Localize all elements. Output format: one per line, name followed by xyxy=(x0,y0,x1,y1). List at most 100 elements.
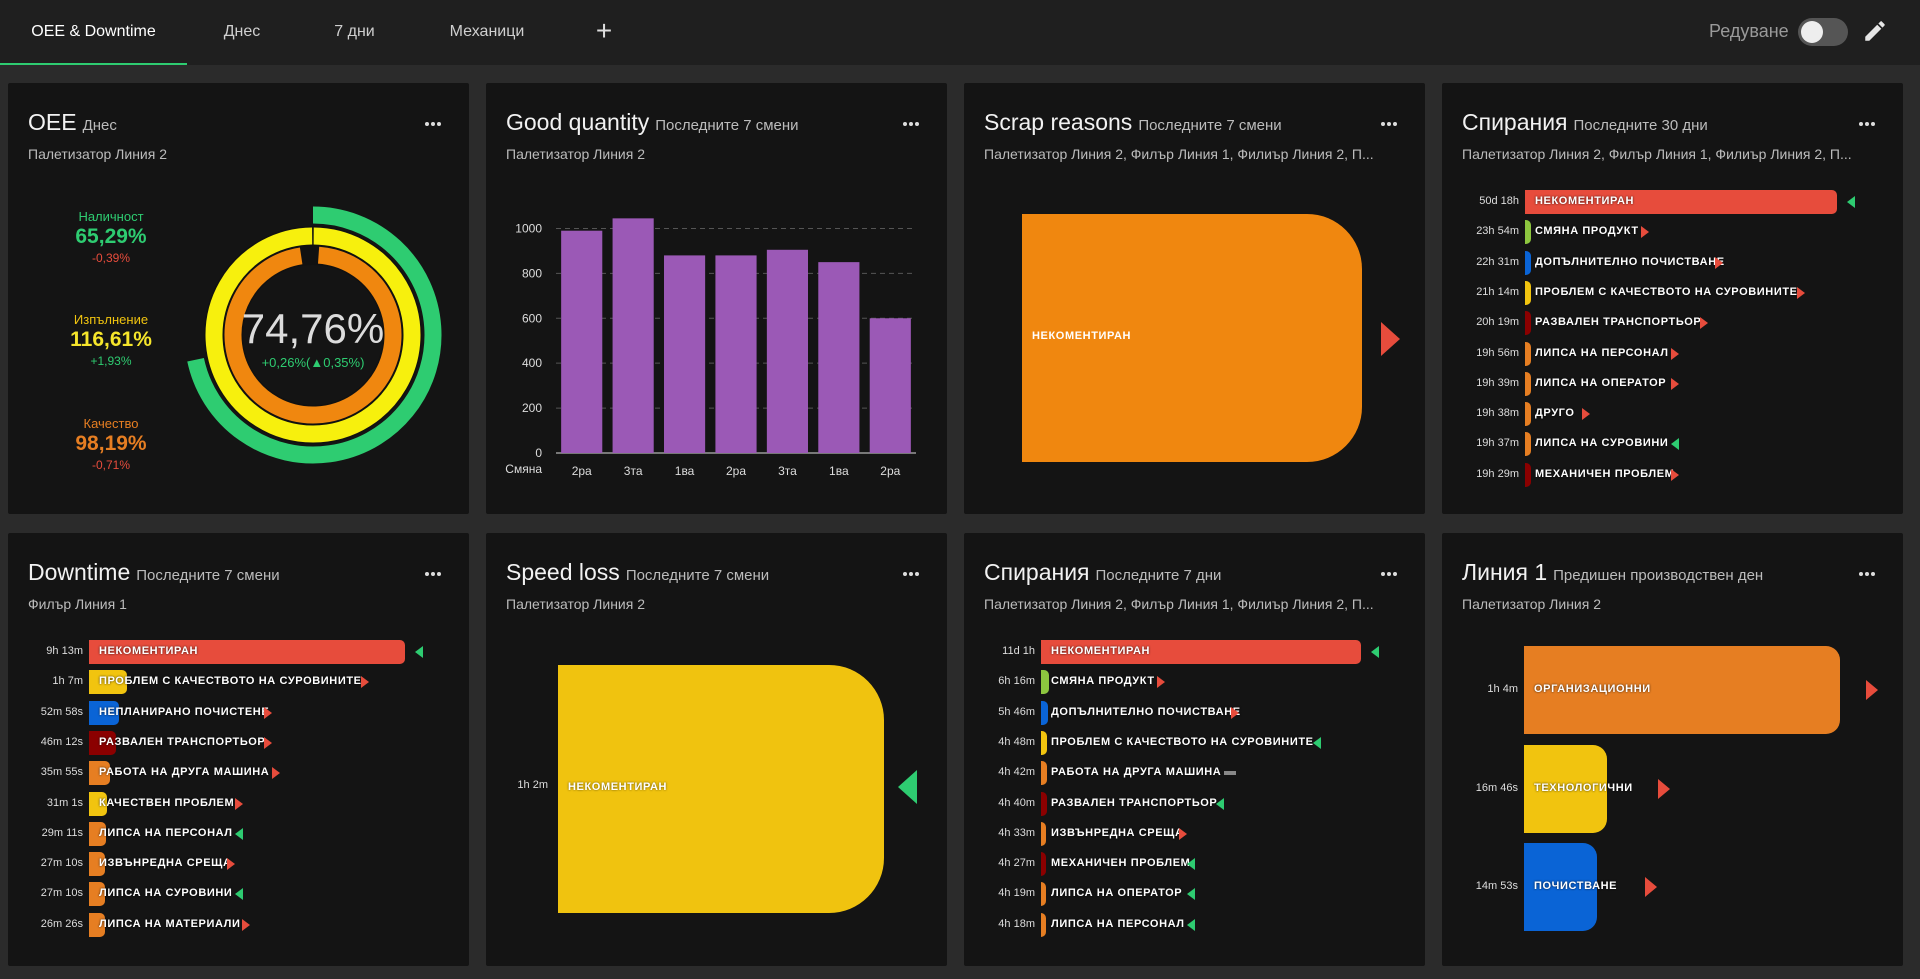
card-title: Scrap reasons Последните 7 смени xyxy=(984,109,1282,136)
duration-value: 1h 7m xyxy=(52,675,83,688)
list-item[interactable]: 4h 19m ЛИПСА НА ОПЕРАТОР xyxy=(964,882,1425,907)
list-item[interactable]: 11d 1h НЕКОМЕНТИРАН xyxy=(964,640,1425,664)
list-item[interactable]: 19h 56m ЛИПСА НА ПЕРСОНАЛ xyxy=(1442,341,1903,366)
list-item[interactable]: 20h 19m РАЗВАЛЕН ТРАНСПОРТЬОР xyxy=(1442,311,1903,336)
list-item[interactable]: 52m 58s НЕПЛАНИРАНО ПОЧИСТЕНЕ xyxy=(8,700,469,725)
bar[interactable] xyxy=(869,318,911,453)
good-quantity-bar-chart: 0 200 400 600 800 1000 2ра 3та 1ва 2ра 3та 1ва 2ра См… xyxy=(505,218,916,478)
list-item[interactable]: 14m 53s ПОЧИСТВАНЕ xyxy=(1442,843,1903,931)
list-item[interactable]: 4h 18m ЛИПСА НА ПЕРСОНАЛ xyxy=(964,912,1425,937)
trend-up-icon xyxy=(1866,680,1878,700)
trend-up-icon xyxy=(1700,317,1709,330)
more-menu-icon[interactable] xyxy=(1859,113,1881,126)
card-period: Последните 7 смени xyxy=(655,117,799,134)
tab-7-days[interactable]: 7 дни xyxy=(297,0,412,65)
reason-label: КАЧЕСТВЕН ПРОБЛЕМ xyxy=(99,796,235,809)
more-menu-icon[interactable] xyxy=(1381,563,1403,576)
duration-bar xyxy=(1041,882,1047,907)
duration-bar xyxy=(1041,852,1047,877)
list-item[interactable]: 35m 55s РАБОТА НА ДРУГА МАШИНА xyxy=(8,761,469,786)
list-item[interactable]: 21h 14m ПРОБЛЕМ С КАЧЕСТВОТО НА СУРОВИНИТ… xyxy=(1442,280,1903,305)
list-item[interactable]: 19h 29m МЕХАНИЧЕН ПРОБЛЕМ xyxy=(1442,462,1903,487)
list-item[interactable]: 1h 7m ПРОБЛЕМ С КАЧЕСТВОТО НА СУРОВИНИТЕ xyxy=(8,670,469,695)
list-item[interactable]: 27m 10s ИЗВЪНРЕДНА СРЕЩА xyxy=(8,852,469,877)
reason-label: ТЕХНОЛОГИЧНИ xyxy=(1534,781,1633,794)
card-title-text: OEE xyxy=(28,109,77,135)
list-item[interactable]: 16m 46s ТЕХНОЛОГИЧНИ xyxy=(1442,744,1903,833)
trend-up-icon xyxy=(1670,468,1679,481)
performance-ring-fill xyxy=(205,227,421,443)
card-title-text: Спирания xyxy=(984,559,1090,585)
duration-bar xyxy=(89,821,106,846)
bar[interactable] xyxy=(664,255,706,453)
bar[interactable] xyxy=(612,218,654,453)
trend-down-icon xyxy=(1670,438,1679,451)
list-item[interactable]: 19h 37m ЛИПСА НА СУРОВИНИ xyxy=(1442,432,1903,457)
tab-oee-downtime[interactable]: OEE & Downtime xyxy=(0,0,187,65)
list-item[interactable]: 4h 42m РАБОТА НА ДРУГА МАШИНА xyxy=(964,761,1425,786)
list-item[interactable]: 29m 11s ЛИПСА НА ПЕРСОНАЛ xyxy=(8,821,469,846)
list-item[interactable]: 6h 16m СМЯНА ПРОДУКТ xyxy=(964,670,1425,695)
bar[interactable] xyxy=(715,255,757,453)
duration-value: 19h 56m xyxy=(1476,346,1519,359)
add-tab-icon[interactable]: + xyxy=(595,15,613,46)
reason-label: ИЗВЪНРЕДНА СРЕЩА xyxy=(1051,826,1184,839)
scrap-bar[interactable]: НЕКОМЕНТИРАН xyxy=(1022,214,1362,462)
bar[interactable] xyxy=(766,249,808,453)
list-item[interactable]: 19h 38m ДРУГО xyxy=(1442,402,1903,427)
list-item[interactable]: 5h 46m ДОПЪЛНИТЕЛНО ПОЧИСТВАНЕ xyxy=(964,700,1425,725)
more-menu-icon[interactable] xyxy=(903,563,925,576)
scrap-reasons-card: Scrap reasons Последните 7 смени Палетиза… xyxy=(964,83,1425,514)
list-item[interactable]: 19h 39m ЛИПСА НА ОПЕРАТОР xyxy=(1442,371,1903,396)
trend-down-icon xyxy=(1186,918,1195,931)
reason-label: ДОПЪЛНИТЕЛНО ПОЧИСТВАНЕ xyxy=(1051,705,1241,718)
more-menu-icon[interactable] xyxy=(903,113,925,126)
list-item[interactable]: 22h 31m ДОПЪЛНИТЕЛНО ПОЧИСТВАНЕ xyxy=(1442,250,1903,275)
duration-value: 21h 14m xyxy=(1476,285,1519,298)
list-item[interactable]: 4h 27m МЕХАНИЧЕН ПРОБЛЕМ xyxy=(964,852,1425,877)
list-item[interactable]: 1h 4m ОРГАНИЗАЦИОННИ xyxy=(1442,646,1903,734)
list-item[interactable]: 4h 33m ИЗВЪНРЕДНА СРЕЩА xyxy=(964,821,1425,846)
more-menu-icon[interactable] xyxy=(425,563,447,576)
tab-label: OEE & Downtime xyxy=(31,23,156,40)
speed-loss-bar[interactable]: НЕКОМЕНТИРАН xyxy=(558,665,884,913)
quality-change: -0,71% xyxy=(91,458,131,472)
edit-mode-toggle[interactable] xyxy=(1798,18,1848,46)
bar[interactable] xyxy=(818,262,860,453)
list-item[interactable]: 9h 13m НЕКОМЕНТИРАН xyxy=(8,640,469,664)
availability-value: 65,29% xyxy=(75,225,147,248)
reason-label: РАЗВАЛЕН ТРАНСПОРТЬОР xyxy=(1051,796,1218,809)
tab-mechanics[interactable]: Механици xyxy=(412,0,562,65)
trend-up-icon xyxy=(242,918,251,931)
trend-down-icon xyxy=(234,888,243,901)
tab-today[interactable]: Днес xyxy=(187,0,297,65)
duration-bar xyxy=(89,791,107,816)
list-item[interactable]: 23h 54m СМЯНА ПРОДУКТ xyxy=(1442,220,1903,245)
bar[interactable] xyxy=(561,230,603,453)
list-item[interactable]: 50d 18h НЕКОМЕНТИРАН xyxy=(1442,190,1903,214)
list-item[interactable]: 26m 26s ЛИПСА НА МАТЕРИАЛИ xyxy=(8,912,469,937)
reason-label: МЕХАНИЧЕН ПРОБЛЕМ xyxy=(1051,857,1191,870)
list-item[interactable]: 4h 40m РАЗВАЛЕН ТРАНСПОРТЬОР xyxy=(964,791,1425,816)
performance-label: Изпълнение xyxy=(73,312,149,327)
reason-label: ДОПЪЛНИТЕЛНО ПОЧИСТВАНЕ xyxy=(1535,255,1725,268)
x-tick-label: 3та xyxy=(624,464,643,478)
quality-value: 98,19% xyxy=(75,432,147,455)
list-item[interactable]: 46m 12s РАЗВАЛЕН ТРАНСПОРТЬОР xyxy=(8,730,469,755)
more-menu-icon[interactable] xyxy=(425,113,447,126)
list-item[interactable]: 31m 1s КАЧЕСТВЕН ПРОБЛЕМ xyxy=(8,791,469,816)
card-period: Последните 7 смени xyxy=(136,567,280,584)
duration-value: 4h 40m xyxy=(998,796,1035,809)
duration-bar xyxy=(1041,791,1047,816)
list-item[interactable]: 4h 48m ПРОБЛЕМ С КАЧЕСТВОТО НА СУРОВИНИТЕ xyxy=(964,730,1425,755)
card-title: Линия 1 Предишен производствен ден xyxy=(1462,559,1763,586)
more-menu-icon[interactable] xyxy=(1381,113,1403,126)
card-title: Speed loss Последните 7 смени xyxy=(506,559,769,586)
pencil-icon[interactable] xyxy=(1862,18,1888,44)
trend-up-icon xyxy=(1157,676,1166,689)
reason-label: РАЗВАЛЕН ТРАНСПОРТЬОР xyxy=(1535,316,1702,329)
card-title: Спирания Последните 30 дни xyxy=(1462,109,1708,136)
reason-label: ДРУГО xyxy=(1535,407,1575,420)
more-menu-icon[interactable] xyxy=(1859,563,1881,576)
list-item[interactable]: 27m 10s ЛИПСА НА СУРОВИНИ xyxy=(8,882,469,907)
